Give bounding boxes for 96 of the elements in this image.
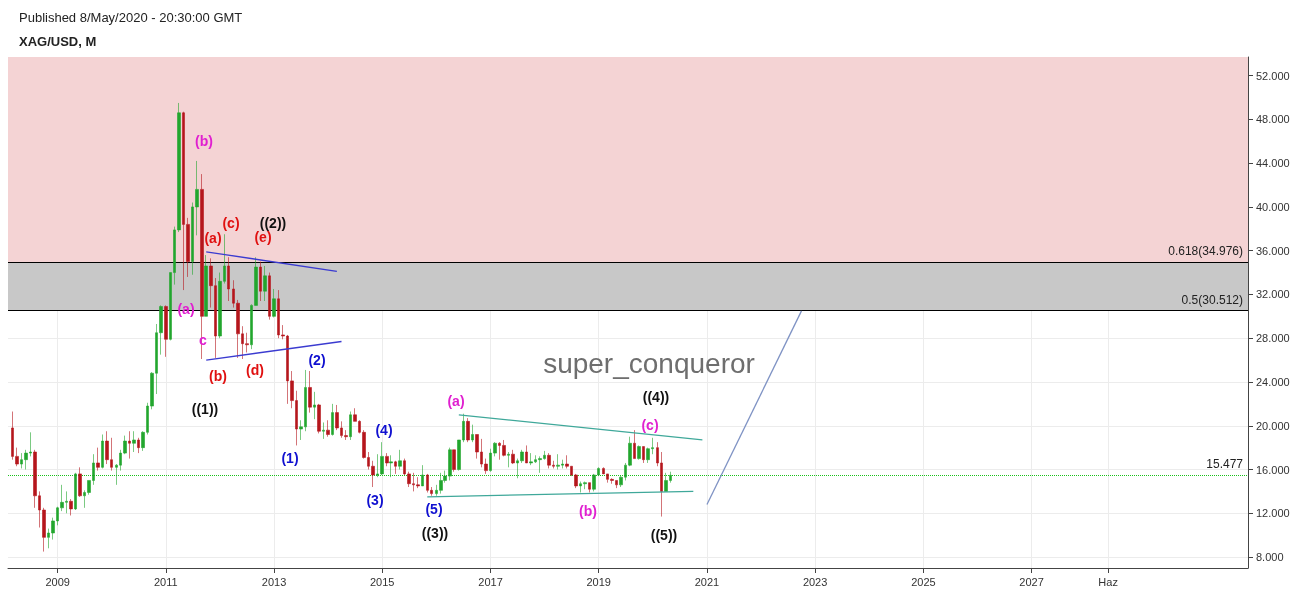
candlestick [227,256,230,302]
candlestick [349,411,352,441]
annotation: (4) [375,422,393,438]
x-tick-label: 2025 [911,575,936,588]
candlestick [426,473,429,493]
y-tick-label: 48.000 [1256,113,1290,126]
candlestick [556,453,560,470]
candlestick [547,452,551,469]
candlestick [421,464,424,487]
x-tick-label: 2013 [261,575,287,588]
candlestick [137,437,140,454]
candlestick [529,452,533,466]
candlestick [507,451,510,468]
ref-line-label: 0.5(30.512) [1181,292,1243,307]
candlestick [389,455,393,478]
y-tick-label: 24.000 [1256,375,1290,388]
annotation: (b) [195,133,213,149]
x-tick-label: 2017 [478,575,503,588]
candlestick [263,265,267,302]
x-tick-label: 2015 [369,575,395,588]
candlestick [380,441,384,476]
x-tick-label: 2023 [802,575,828,588]
y-tick-label: 20.000 [1256,419,1290,432]
candlestick [511,449,515,465]
candlestick [313,391,316,420]
chart-title: XAG/USD, M [19,34,97,49]
candlestick [132,430,136,453]
y-tick-label: 16.000 [1256,463,1290,476]
candlestick [308,370,312,413]
annotation: (b) [209,368,227,384]
candlestick [326,419,330,437]
annotation: (c) [222,215,240,231]
annotation: (c) [641,417,659,433]
candlestick [331,403,334,436]
candlestick [204,254,208,317]
candlestick [74,472,77,511]
candlestick [69,498,73,516]
annotation: (2) [308,352,326,368]
y-tick-label: 36.000 [1256,244,1290,257]
y-tick-label: 44.000 [1256,157,1290,170]
annotation: ((1)) [191,401,219,417]
annotation: (5) [425,501,443,517]
annotation: ((3)) [421,525,449,541]
candlestick [637,445,641,460]
ref-line-label: 0.618(34.976) [1168,243,1243,258]
candlestick [664,472,668,492]
annotation: ((5)) [650,527,678,543]
y-tick-label: 40.000 [1256,200,1290,213]
candlestick [452,449,456,473]
x-tick-label: 2009 [45,575,70,588]
candlestick [471,424,474,443]
annotation: (3) [366,492,384,508]
candlestick [394,460,397,475]
y-tick-label: 28.000 [1256,332,1290,345]
candlestick [272,288,276,318]
x-tick-label: 2011 [153,575,178,588]
x-tick-label: 2019 [586,575,611,588]
candlestick [525,445,528,464]
candlestick [610,477,614,485]
candlestick [317,403,321,434]
candlestick [385,452,389,467]
x-tick-label: Haz [1098,575,1118,588]
candlestick [164,305,168,358]
candlestick [268,272,271,320]
annotation: (a) [204,230,222,246]
candlestick [128,430,131,459]
candlestick [633,429,636,459]
chart-subtitle: Published 8/May/2020 - 20:30:00 GMT [19,10,243,25]
annotation: (e) [254,229,272,245]
candlestick [259,261,262,302]
annotation: (d) [246,362,264,378]
candlestick [466,417,470,443]
candlestick [416,476,420,489]
y-tick-label: 32.000 [1256,288,1290,301]
candlestick [642,446,645,464]
candlestick [583,481,587,490]
candlestick [322,422,325,440]
candlestick [588,482,591,493]
annotation: (1) [281,450,299,466]
candlestick [78,467,82,498]
annotation: (a) [447,393,465,409]
candlestick [96,447,100,471]
y-tick-label: 12.000 [1256,507,1290,520]
candlestick [502,439,506,457]
annotation: ((2)) [259,215,287,231]
y-tick-label: 52.000 [1256,69,1290,82]
x-tick-label: 2027 [1019,575,1044,588]
x-tick-label: 2021 [694,575,720,588]
y-tick-label: 8.000 [1256,551,1284,564]
candlestick [398,449,402,470]
annotation: (b) [579,503,597,519]
annotation: ((4)) [642,389,670,405]
annotation: super_conqueror [543,347,755,379]
candlestick [439,472,443,494]
candlestick [101,434,104,469]
ref-line-label: 15.477 [1206,457,1244,472]
